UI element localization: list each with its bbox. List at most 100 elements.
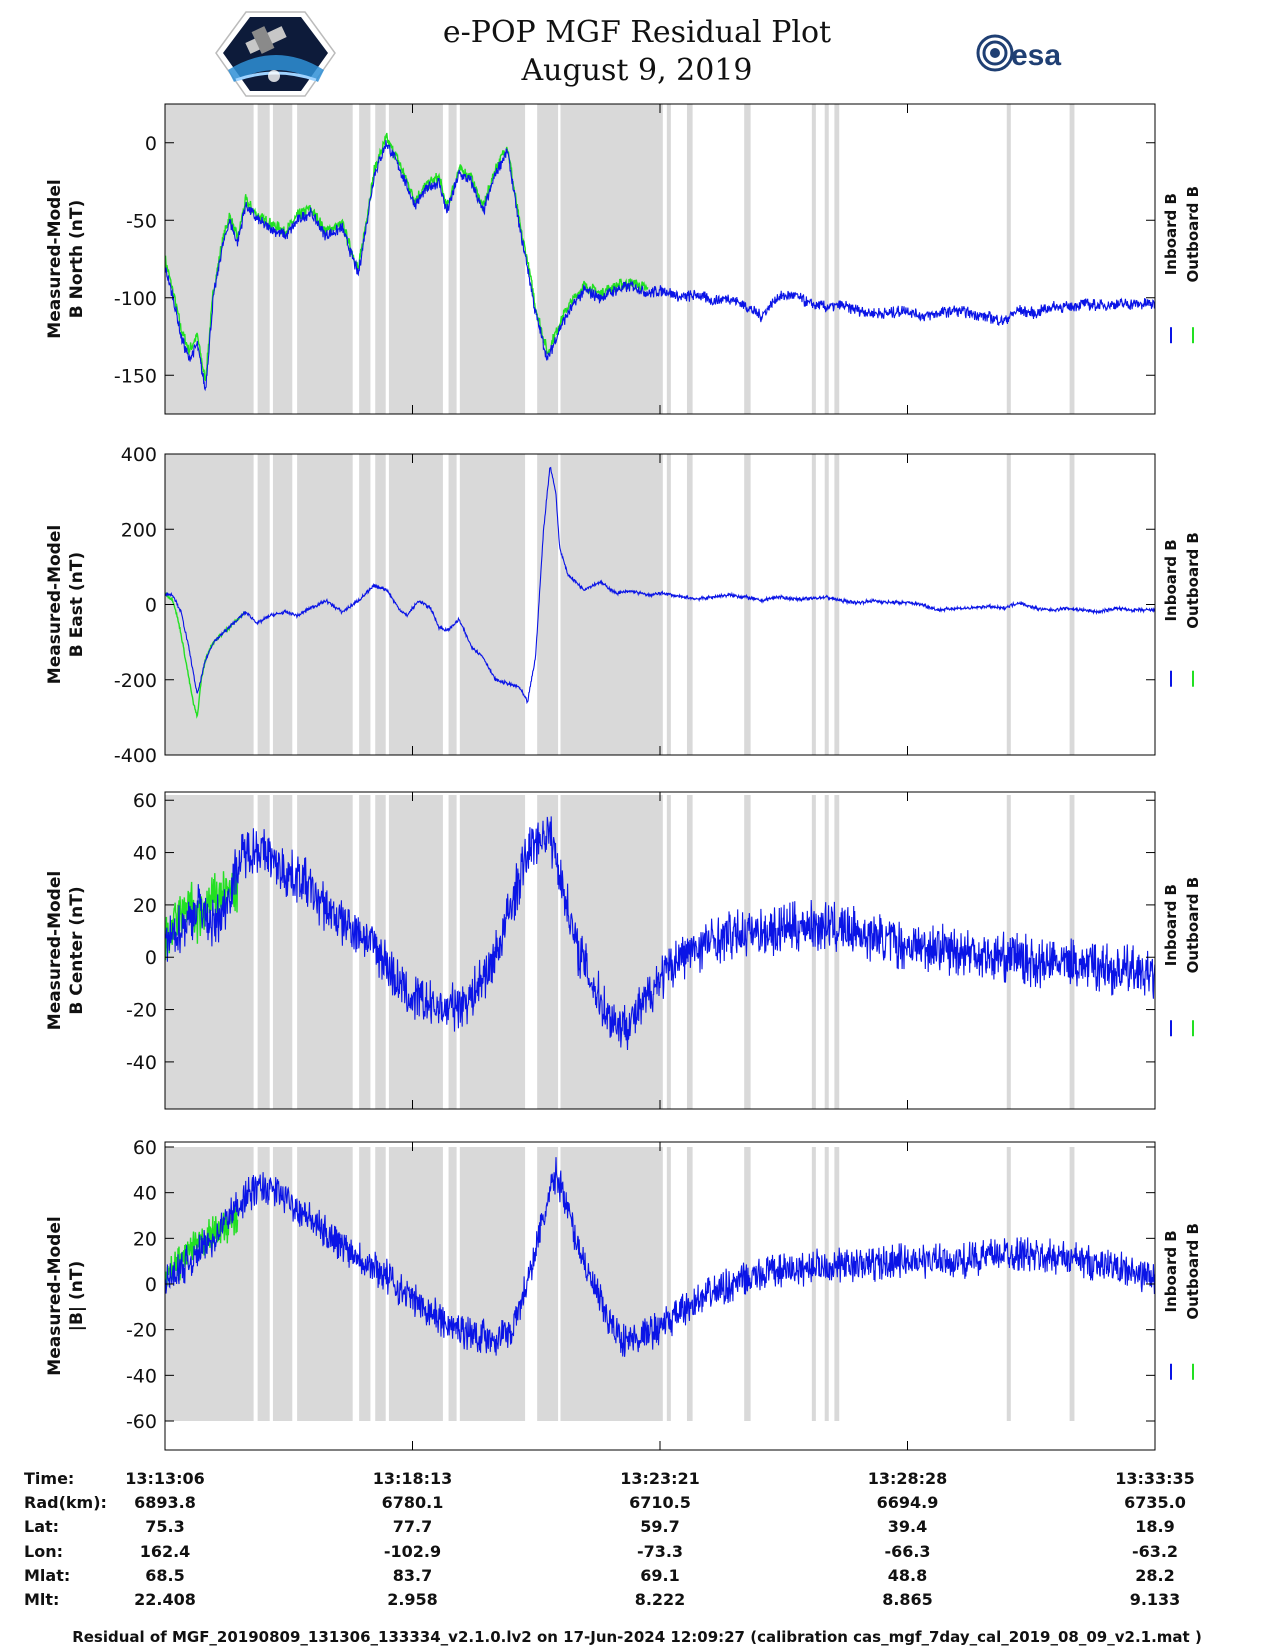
shaded-interval (388, 795, 443, 1109)
info-row-label: Mlt: (24, 1590, 59, 1609)
info-cell: 75.3 (145, 1517, 184, 1536)
y-tick-label: 0 (145, 595, 157, 617)
shaded-interval (272, 1147, 293, 1421)
legend-outboard-label: Outboard B (1184, 532, 1202, 629)
y-tick-label: 20 (133, 1228, 157, 1250)
shaded-interval (448, 454, 457, 755)
shaded-interval (359, 1147, 371, 1421)
shaded-interval (375, 104, 386, 414)
info-cell: 22.408 (134, 1590, 196, 1609)
shaded-interval (686, 1147, 693, 1421)
y-tick-label: -100 (114, 288, 157, 310)
series-inboard-line (165, 466, 1155, 705)
info-cell: 69.1 (640, 1566, 679, 1585)
esa-logo: esa (976, 34, 1061, 72)
info-cell: -102.9 (384, 1542, 441, 1561)
legend-outboard-label: Outboard B (1184, 1223, 1202, 1320)
shaded-interval (1069, 104, 1075, 414)
y-axis-label: Measured-Model B Center (nT) (45, 871, 87, 1030)
y-tick-label: 60 (133, 790, 157, 812)
y-tick-label: 20 (133, 895, 157, 917)
legend: Inboard B Outboard B (1162, 186, 1202, 344)
legend: Inboard B Outboard B (1162, 877, 1202, 1037)
info-cell: 59.7 (640, 1517, 679, 1536)
shaded-interval (257, 104, 270, 414)
shaded-interval (388, 104, 443, 414)
shaded-interval (834, 104, 840, 414)
y-tick-label: 40 (133, 843, 157, 865)
y-tick-label: -20 (126, 1320, 157, 1342)
info-cell: 6780.1 (382, 1493, 444, 1512)
legend: Inboard B Outboard B (1162, 532, 1202, 687)
shaded-interval (686, 104, 693, 414)
info-cell: 8.865 (882, 1590, 933, 1609)
info-row-label: Time: (24, 1469, 74, 1488)
shaded-interval (272, 454, 293, 755)
shaded-interval (165, 104, 254, 414)
orbit-info-table: Time: Rad(km): Lat: Lon: Mlat: Mlt: 6893.8 75.3… (24, 1469, 1186, 1609)
shaded-interval (459, 104, 526, 414)
shaded-interval (744, 454, 751, 755)
info-row-label: Lat: (24, 1517, 59, 1536)
y-axis-label-line1: Measured-Model (45, 525, 65, 684)
shaded-interval (811, 795, 816, 1109)
y-tick-label: -40 (126, 1052, 157, 1074)
shaded-interval (824, 795, 829, 1109)
y-tick-label: 40 (133, 1183, 157, 1205)
shaded-interval (165, 795, 254, 1109)
shaded-interval (560, 454, 663, 755)
x-tick-labels: 13:13:06 13:18:13 13:23:21 13:28:28 13:33:35 (125, 1469, 1195, 1488)
shaded-interval (560, 1147, 663, 1421)
info-cell: 162.4 (140, 1542, 191, 1561)
shaded-interval (1069, 795, 1075, 1109)
y-axis-label: Measured-Model B East (nT) (45, 525, 87, 684)
shaded-interval (811, 454, 816, 755)
shaded-interval (257, 454, 270, 755)
y-axis-label-line2: B East (nT) (67, 552, 87, 657)
info-cell: -66.3 (884, 1542, 930, 1561)
shaded-interval (824, 1147, 829, 1421)
shaded-interval (272, 795, 293, 1109)
shaded-interval (297, 104, 353, 414)
shaded-interval (834, 454, 840, 755)
y-tick-label: -60 (126, 1411, 157, 1433)
y-tick-label: 60 (133, 1137, 157, 1159)
shaded-interval (811, 1147, 816, 1421)
shaded-interval (537, 795, 559, 1109)
footer-text: Residual of MGF_20190809_131306_133334_v… (72, 1628, 1202, 1646)
shaded-interval (834, 1147, 840, 1421)
legend-outboard-label: Outboard B (1184, 877, 1202, 974)
info-cell: 48.8 (888, 1566, 927, 1585)
y-tick-label: 0 (145, 133, 157, 155)
shaded-interval (1069, 1147, 1075, 1421)
info-cell: 6735.0 (1124, 1493, 1186, 1512)
panel-1: 0 -50 -100 -150 Measured-Model B North (nT) In… (45, 103, 1202, 415)
y-tick-label: -200 (114, 670, 157, 692)
y-axis-label-line1: Measured-Model (45, 1216, 65, 1375)
info-cell: 6710.5 (629, 1493, 691, 1512)
shaded-interval (560, 104, 663, 414)
legend-outboard-label: Outboard B (1184, 186, 1202, 283)
y-axis-label-line2: |B| (nT) (67, 1261, 87, 1332)
shaded-interval (448, 795, 457, 1109)
cassiope-logo (215, 11, 336, 97)
info-cell: 77.7 (393, 1517, 432, 1536)
info-cell: 2.958 (387, 1590, 438, 1609)
info-cell: -63.2 (1132, 1542, 1178, 1561)
info-row-label: Lon: (24, 1542, 63, 1561)
shaded-interval (1006, 1147, 1011, 1421)
panel-3: 60 40 20 0 -20 -40 Measured-Model B Center (nT)… (45, 790, 1202, 1110)
info-cell: 83.7 (393, 1566, 432, 1585)
shaded-interval (744, 104, 751, 414)
x-tick-label: 13:23:21 (620, 1469, 700, 1488)
plot-date: August 9, 2019 (520, 53, 752, 88)
shaded-interval (1069, 454, 1075, 755)
shaded-interval (359, 454, 371, 755)
shaded-interval (666, 104, 671, 414)
legend-inboard-label: Inboard B (1162, 884, 1180, 966)
y-tick-label: -150 (114, 365, 157, 387)
shaded-interval (459, 454, 526, 755)
legend-inboard-label: Inboard B (1162, 193, 1180, 275)
y-axis-label: Measured-Model B North (nT) (45, 179, 87, 338)
legend-inboard-label: Inboard B (1162, 539, 1180, 621)
